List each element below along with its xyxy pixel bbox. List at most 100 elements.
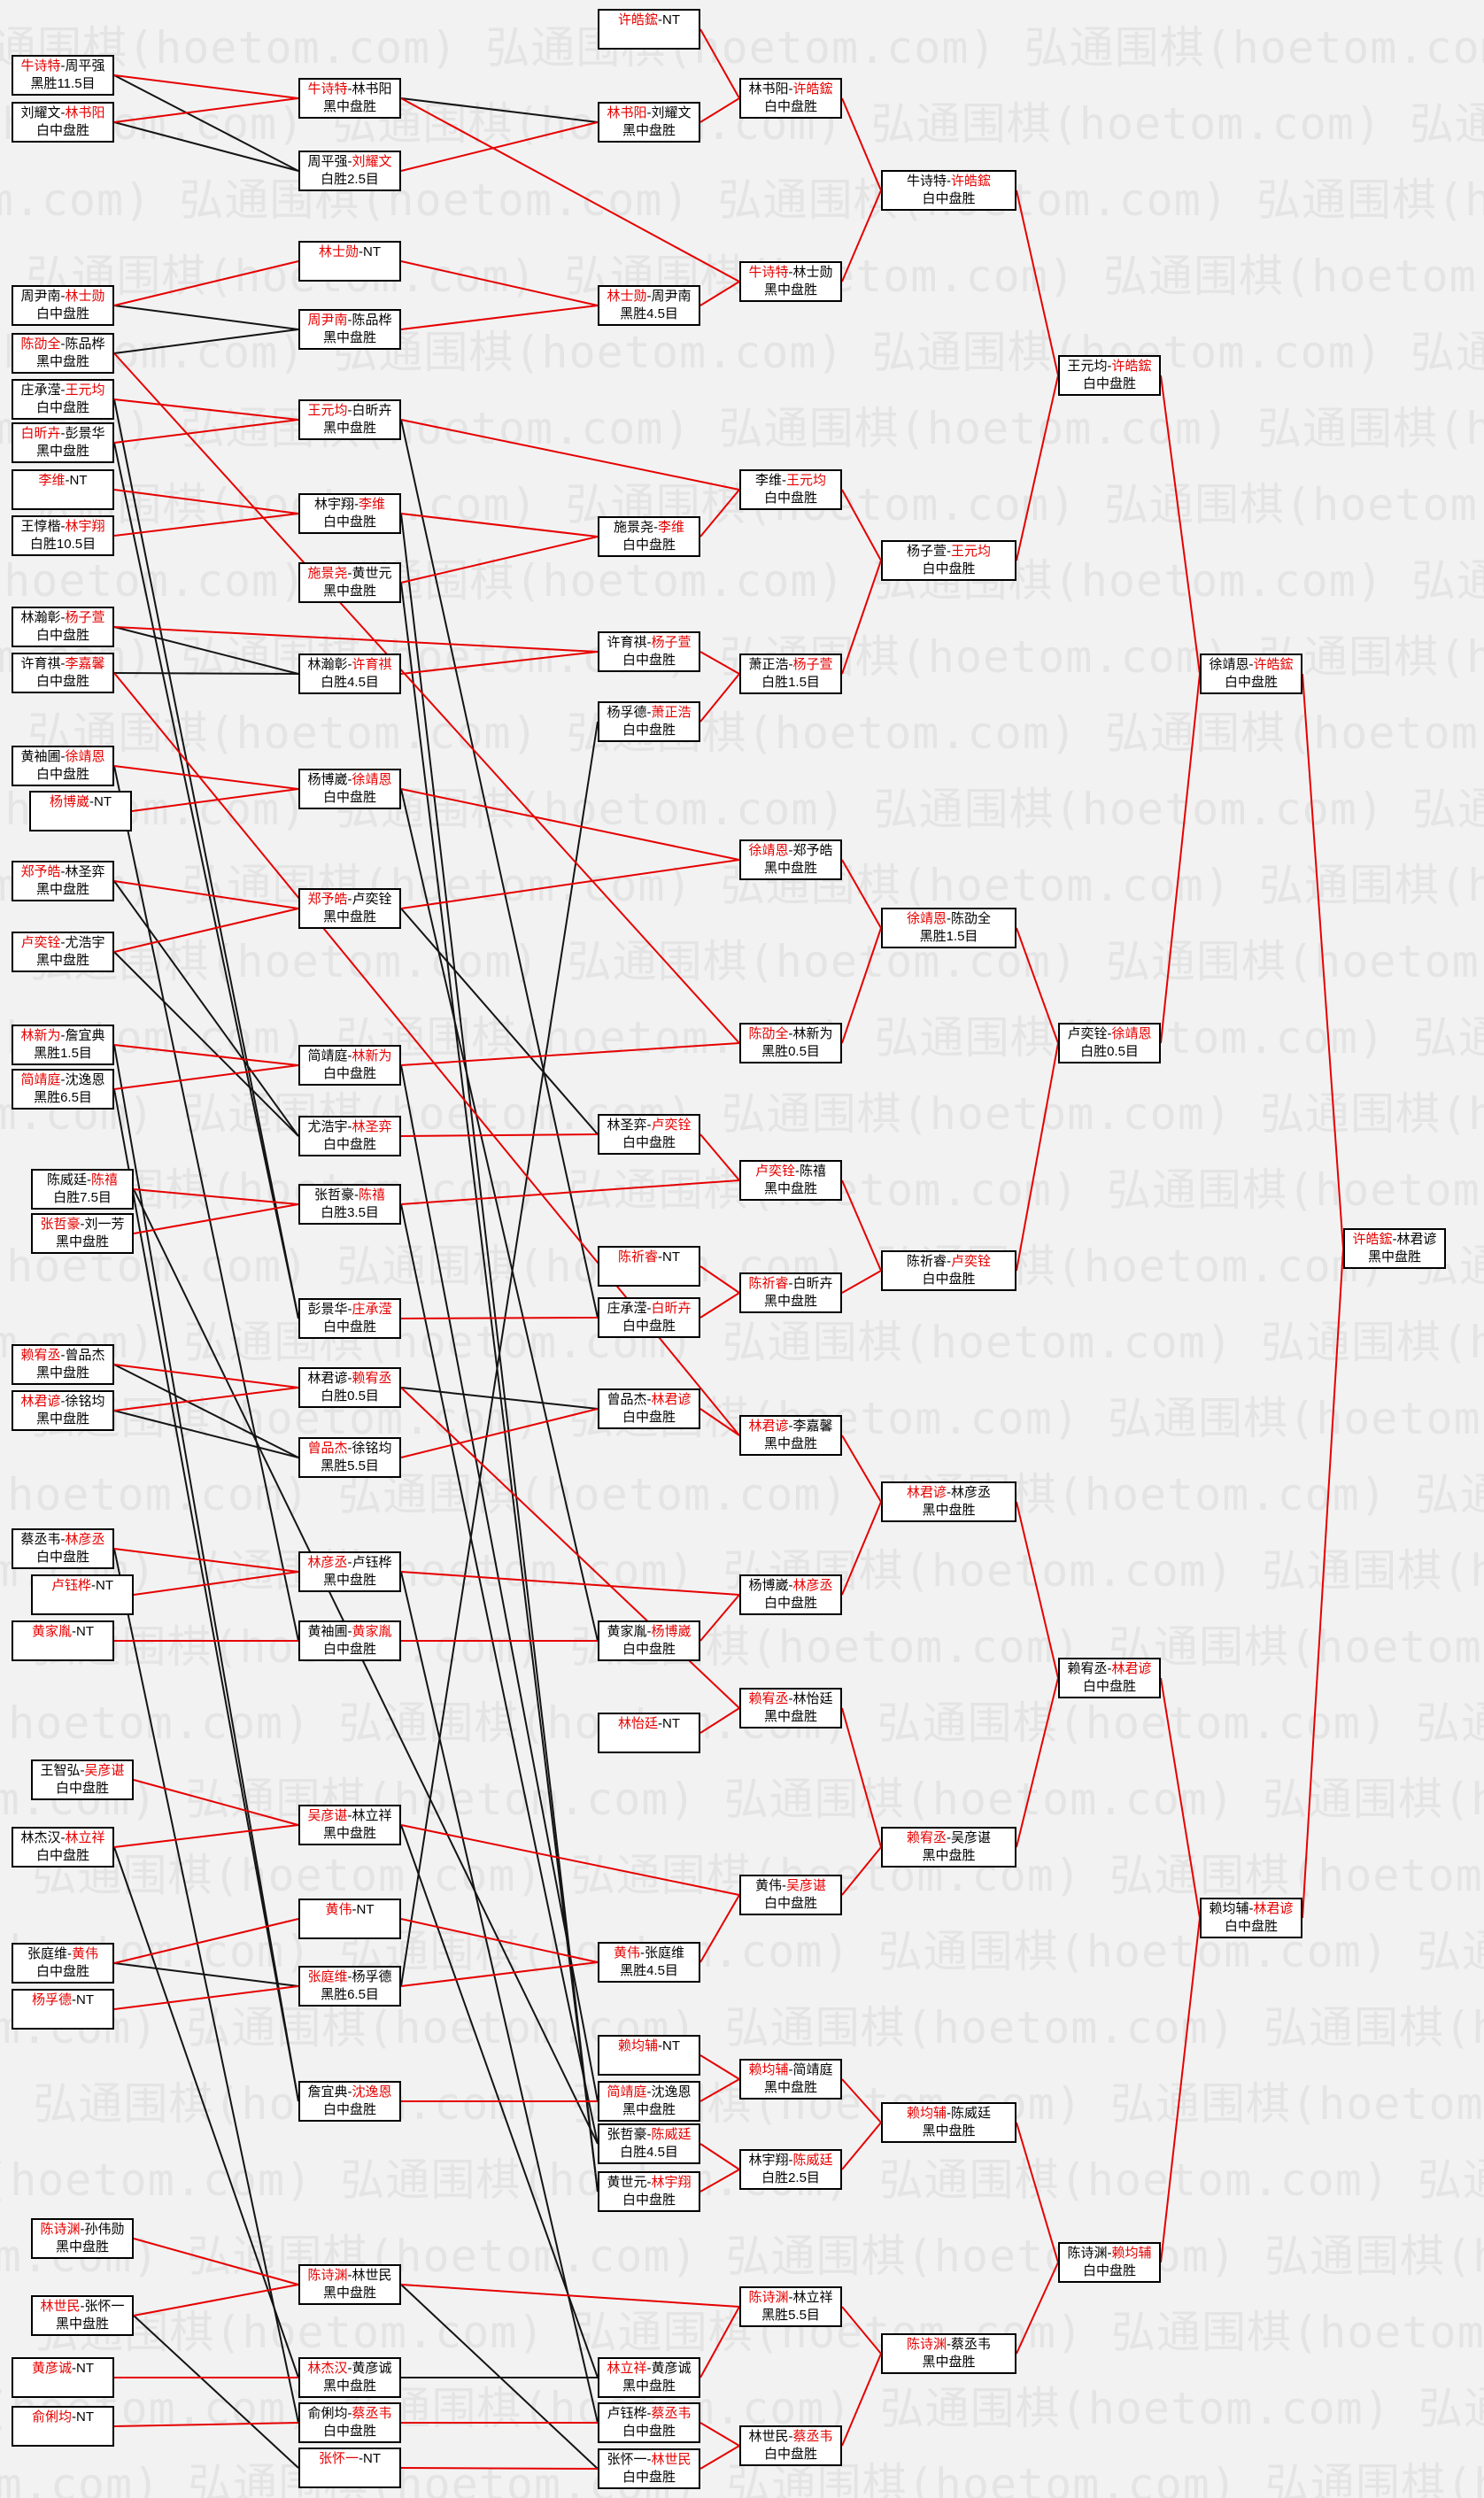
winner-path-line — [400, 1408, 599, 1458]
match-box-C5: 许育祺-杨子萱 白中盘胜 — [598, 631, 700, 672]
winner-path-line — [400, 97, 740, 282]
player-name: 黄伟 — [754, 1878, 782, 1893]
match-players: 周尹南-林士勋 — [13, 288, 112, 305]
match-players: 白昕卉-彭景华 — [13, 425, 112, 443]
match-result: 黑胜1.5目 — [34, 1046, 92, 1061]
winner-path-line — [699, 2143, 740, 2170]
player-name: 林新为 — [792, 1026, 833, 1041]
winner-name: 徐靖恩 — [906, 911, 947, 926]
vs-dash: - — [782, 473, 786, 488]
player-name: 张哲豪 — [607, 2127, 647, 2142]
winner-name: 黄家胤 — [31, 1624, 72, 1639]
match-players: 林君谚-徐铭均 — [13, 1393, 112, 1411]
vs-dash: - — [80, 2222, 85, 2237]
match-players: 张怀一-林世民 — [599, 2451, 699, 2469]
player-name: 林彦丞 — [951, 1485, 992, 1500]
player-name: 王智弘 — [40, 1763, 81, 1778]
vs-dash: - — [347, 1048, 352, 1063]
player-name: 蔡丞韦 — [951, 2337, 992, 2352]
winner-path-line — [400, 1918, 599, 1963]
match-players: 牛诗特-林书阳 — [300, 81, 399, 98]
vs-dash: - — [646, 2084, 652, 2100]
vs-dash: - — [89, 794, 94, 809]
match-result: 白中盘胜 — [622, 2193, 676, 2208]
match-players: 张怀一-NT — [300, 2450, 399, 2468]
winner-path-line — [699, 489, 740, 537]
match-box-B5: 王元均-白昕卉 黑中盘胜 — [298, 399, 401, 440]
winner-path-line — [1016, 927, 1059, 1044]
match-players: 黄世元-林宇翔 — [599, 2174, 699, 2192]
player-name: 陈诗渊 — [1067, 2246, 1108, 2261]
match-result: 白胜3.5目 — [321, 1205, 379, 1220]
vs-dash: - — [347, 1441, 352, 1456]
winner-path-line — [133, 1571, 299, 1596]
match-result: 黑胜4.5目 — [620, 306, 678, 321]
player-name: 沈逸恩 — [651, 2084, 692, 2100]
match-box-B18: 黄袖圃-黄家胤 白中盘胜 — [298, 1620, 401, 1661]
match-result: 白中盘胜 — [622, 2470, 676, 2485]
winner-path-line — [133, 1188, 299, 1205]
vs-dash: - — [658, 1716, 662, 1731]
match-result: 白中盘胜 — [763, 1896, 817, 1911]
loser-path-line — [400, 1571, 599, 2424]
winner-path-line — [400, 1824, 740, 1896]
winner-name: 杨孚德 — [31, 1992, 72, 2007]
winner-path-line — [841, 1270, 882, 1294]
winner-path-line — [113, 513, 299, 537]
loser-path-line — [113, 442, 299, 1319]
player-name: 王惇楷 — [20, 519, 61, 534]
winner-path-line — [1302, 1248, 1344, 1919]
winner-name: 林君谚 — [748, 1419, 789, 1434]
match-players: 许皓鋐-林君谚 — [1345, 1231, 1444, 1249]
match-players: 杨博崴-NT — [31, 793, 130, 811]
vs-dash: - — [947, 544, 951, 559]
match-result: 白中盘胜 — [35, 674, 89, 689]
player-name: 刘耀文 — [20, 105, 61, 120]
winner-path-line — [400, 2284, 740, 2308]
winner-name: 林新为 — [352, 1048, 392, 1063]
winner-path-line — [113, 74, 299, 99]
player-name: 曾品杰 — [607, 1392, 647, 1407]
winner-path-line — [699, 651, 740, 675]
match-players: 黄伟-NT — [300, 1901, 399, 1919]
match-box-D13: 赖均辅-简靖庭 黑中盘胜 — [739, 2059, 842, 2100]
player-name: 陈威廷 — [46, 1172, 87, 1187]
vs-dash: - — [347, 154, 352, 169]
vs-dash: - — [87, 1172, 91, 1187]
match-box-A25: 林杰汉-林立祥 白中盘胜 — [12, 1827, 114, 1868]
match-box-B8: 林瀚彰-许育祺 白胜4.5目 — [298, 654, 401, 694]
vs-dash: - — [347, 566, 352, 581]
match-box-C1: 许皓鋐-NT — [598, 9, 700, 50]
player-name: 沈逸恩 — [65, 1072, 105, 1087]
vs-dash: - — [60, 1348, 66, 1363]
vs-dash: - — [653, 520, 658, 535]
loser-path-line — [400, 1387, 599, 1410]
vs-dash: - — [646, 2175, 652, 2190]
match-result: 白中盘胜 — [1082, 376, 1136, 391]
match-players: 杨子萱-王元均 — [883, 543, 1015, 561]
player-name: 林君谚 — [1396, 1232, 1437, 1247]
winner-path-line — [113, 260, 299, 306]
match-result: 黑胜1.5目 — [919, 929, 978, 944]
match-result: 白中盘胜 — [763, 99, 817, 114]
winner-path-line — [841, 2122, 882, 2170]
winner-name: 陈威廷 — [651, 2127, 692, 2142]
match-players: 徐靖恩-郑予皓 — [741, 842, 840, 860]
match-box-E3: 徐靖恩-陈劭全 黑胜1.5目 — [881, 908, 1016, 948]
winner-name: 蔡丞韦 — [651, 2406, 692, 2421]
vs-dash: - — [788, 2429, 793, 2444]
winner-path-line — [113, 626, 599, 653]
winner-path-line — [841, 1846, 882, 1896]
match-players: 黄伟-张庭维 — [599, 1945, 699, 1962]
match-players: 吴彦谌-林立祥 — [300, 1807, 399, 1825]
match-players: 王元均-许皓鋐 — [1060, 358, 1159, 375]
match-result: 黑胜11.5目 — [30, 76, 96, 91]
match-players: 萧正浩-杨子萱 — [741, 656, 840, 674]
vs-dash: - — [646, 105, 652, 120]
winner-path-line — [113, 1044, 299, 1066]
winner-path-line — [1302, 673, 1344, 1249]
player-name: NT — [76, 1992, 94, 2007]
winner-name: 徐靖恩 — [352, 772, 392, 787]
vs-dash: - — [354, 1187, 359, 1203]
match-box-A30: 黄彦诚-NT — [12, 2357, 114, 2398]
